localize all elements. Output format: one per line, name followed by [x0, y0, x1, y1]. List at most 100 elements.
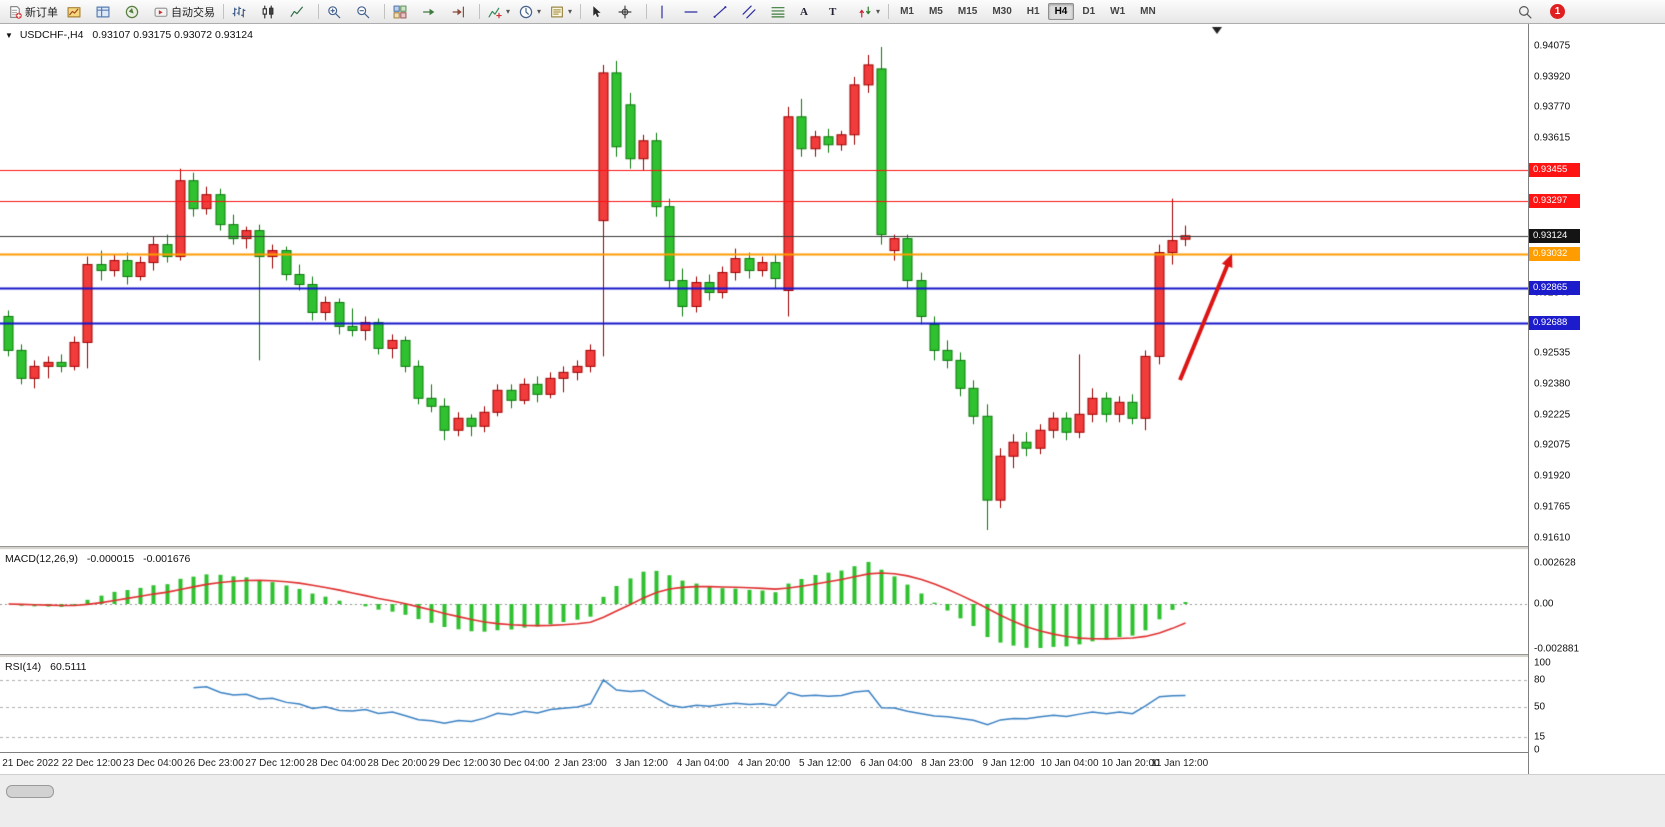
time-tick: 27 Dec 12:00 — [245, 758, 305, 769]
fibonacci-button[interactable] — [767, 1, 795, 23]
chart-symbol-period: USDCHF-,H4 — [19, 29, 84, 41]
price-line-badge: 0.93297 — [1529, 194, 1580, 209]
price-tick: 0.92380 — [1534, 378, 1571, 390]
time-axis[interactable]: 21 Dec 2022 22 Dec 12:00 23 Dec 04:00 26 De… — [0, 752, 1528, 774]
periods-button[interactable]: ▾ — [515, 1, 545, 23]
bar-chart-button[interactable] — [228, 1, 256, 23]
rsi-axis-tick: 80 — [1534, 674, 1546, 686]
time-tick: 6 Jan 04:00 — [860, 758, 913, 769]
arrows-tool-button[interactable]: ▾ — [854, 1, 884, 23]
time-tick: 9 Jan 12:00 — [982, 758, 1035, 769]
cursor-icon — [589, 5, 603, 19]
bottom-scroll-area — [0, 774, 1665, 827]
toolbar-separator — [384, 4, 385, 19]
chevron-down-icon: ▾ — [568, 7, 573, 16]
data-window-button[interactable] — [92, 1, 120, 23]
chart-shift-button[interactable] — [447, 1, 475, 23]
time-tick: 10 Jan 20:00 — [1101, 758, 1160, 769]
time-tick: 8 Jan 23:00 — [921, 758, 974, 769]
chevron-down-icon: ▾ — [876, 7, 881, 16]
panel-separator-rsi[interactable] — [0, 654, 1665, 658]
toolbar-separator — [888, 4, 890, 19]
timeframe-m30-button[interactable]: M30 — [992, 6, 1012, 17]
time-tick: 28 Dec 04:00 — [306, 758, 366, 769]
tile-windows-icon — [393, 4, 407, 19]
macd-panel[interactable] — [0, 550, 1528, 654]
price-tick: 0.92535 — [1534, 347, 1571, 359]
horizontal-line-button[interactable] — [680, 1, 708, 23]
auto-trading-label: 自动交易 — [171, 6, 215, 19]
templates-icon — [550, 5, 564, 19]
indicators-button[interactable]: ▾ — [484, 1, 514, 23]
toolbar-separator — [223, 4, 224, 19]
time-tick: 28 Dec 20:00 — [367, 758, 428, 769]
chart-ohlc-values: 0.93107 0.93175 0.93072 0.93124 — [92, 29, 253, 41]
toolbar-separator — [318, 4, 319, 19]
macd-header: MACD(12,26,9) -0.000015 -0.001676 — [5, 553, 196, 565]
rsi-axis-tick: 0 — [1534, 744, 1540, 756]
chart-menu-icon[interactable]: ▼ — [5, 31, 13, 40]
zoom-out-button[interactable] — [352, 1, 380, 23]
navigator-button[interactable] — [121, 1, 149, 23]
price-line-badge: 0.92688 — [1529, 315, 1580, 330]
macd-axis-tick: 0.002628 — [1534, 557, 1576, 569]
fibonacci-icon — [771, 5, 785, 19]
timeframe-m5-button[interactable]: M5 — [928, 6, 943, 17]
market-watch-button[interactable] — [63, 1, 91, 23]
text-label-button[interactable]: T — [825, 1, 853, 23]
data-window-icon — [96, 5, 110, 19]
macd-main-value: -0.000015 — [86, 553, 135, 565]
timeframe-h1-button[interactable]: H1 — [1026, 6, 1040, 17]
price-axis[interactable]: 0.940750.939200.937700.936150.928400.925… — [1528, 24, 1665, 827]
search-icon — [1518, 5, 1532, 19]
auto-trading-button[interactable]: 自动交易 — [150, 1, 219, 23]
zoom-in-button[interactable] — [323, 1, 351, 23]
search-button[interactable] — [1514, 1, 1542, 23]
vertical-line-button[interactable] — [651, 1, 679, 23]
price-tick: 0.91920 — [1534, 470, 1571, 482]
timeframe-m15-button[interactable]: M15 — [957, 6, 978, 17]
new-order-button[interactable]: 新订单 — [4, 1, 62, 23]
line-chart-button[interactable] — [286, 1, 314, 23]
text-label: A — [800, 5, 808, 18]
notification-badge[interactable]: 1 — [1550, 4, 1565, 19]
toolbar-right-group: 1 — [1514, 1, 1565, 23]
timeframe-d1-button[interactable]: D1 — [1082, 6, 1096, 17]
cursor-button[interactable] — [585, 1, 613, 23]
macd-axis-tick: 0.00 — [1534, 598, 1554, 610]
equidistant-channel-button[interactable] — [738, 1, 766, 23]
macd-canvas[interactable] — [0, 550, 1528, 654]
macd-signal-value: -0.001676 — [143, 553, 191, 565]
main-chart-canvas[interactable] — [0, 24, 1528, 546]
new-order-icon — [8, 5, 22, 19]
time-tick: 4 Jan 04:00 — [676, 758, 730, 769]
candlestick-chart-button[interactable] — [257, 1, 285, 23]
rsi-canvas[interactable] — [0, 658, 1528, 752]
text-button[interactable]: A — [796, 1, 824, 23]
text-label-label: T — [829, 5, 837, 18]
tile-windows-button[interactable] — [389, 1, 417, 23]
trendline-icon — [713, 5, 727, 19]
main-chart[interactable] — [0, 24, 1528, 546]
chart-shift-icon — [451, 5, 465, 19]
trendline-button[interactable] — [709, 1, 737, 23]
crosshair-button[interactable] — [614, 1, 642, 23]
new-order-label: 新订单 — [25, 6, 58, 19]
rsi-axis-tick: 15 — [1534, 731, 1546, 743]
time-tick: 3 Jan 12:00 — [615, 758, 668, 769]
auto-scroll-button[interactable] — [418, 1, 446, 23]
timeframe-w1-button[interactable]: W1 — [1110, 6, 1126, 17]
horizontal-scrollbar-thumb[interactable] — [6, 785, 54, 798]
price-line-badge: 0.93032 — [1529, 247, 1580, 262]
panel-separator-macd[interactable] — [0, 546, 1665, 550]
timeframe-mn-button[interactable]: MN — [1140, 6, 1156, 17]
price-tick: 0.92075 — [1534, 439, 1571, 451]
timeframe-h4-button[interactable]: H4 — [1047, 3, 1075, 20]
timeframe-m1-button[interactable]: M1 — [900, 6, 914, 17]
rsi-panel[interactable] — [0, 658, 1528, 752]
vertical-line-icon — [655, 4, 669, 19]
templates-button[interactable]: ▾ — [546, 1, 576, 23]
time-tick: 10 Jan 04:00 — [1040, 758, 1099, 769]
time-tick: 23 Dec 04:00 — [123, 758, 183, 769]
time-tick: 5 Jan 12:00 — [798, 758, 852, 769]
